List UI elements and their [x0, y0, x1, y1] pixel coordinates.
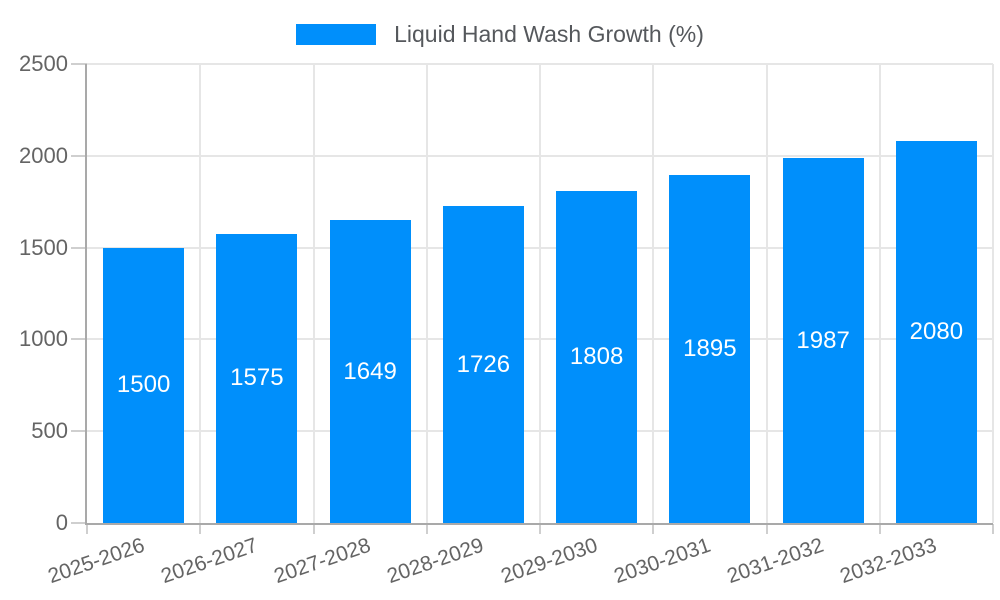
bar-2029-2030[interactable]: 1808: [556, 191, 638, 523]
bar-2027-2028[interactable]: 1649: [329, 220, 411, 523]
y-axis-tick-label: 1500: [19, 234, 68, 260]
y-axis-tick-label: 500: [31, 418, 68, 444]
bar-2025-2026[interactable]: 1500: [103, 247, 185, 523]
legend[interactable]: Liquid Hand Wash Growth (%): [0, 21, 1000, 48]
y-axis-tick-label: 2000: [19, 142, 68, 168]
v-gridline: [312, 64, 315, 523]
bar-2031-2032[interactable]: 1987: [782, 158, 864, 523]
x-axis-tick: [199, 524, 202, 534]
x-axis-tick: [652, 524, 655, 534]
bar-2030-2031[interactable]: 1895: [669, 175, 751, 523]
x-axis-tick: [992, 524, 994, 534]
y-axis-line: [85, 64, 87, 525]
bar-2026-2027[interactable]: 1575: [216, 233, 298, 523]
y-axis-tick: [71, 154, 87, 157]
x-axis-tick: [425, 524, 428, 534]
y-axis-tick: [71, 63, 87, 65]
legend-label: Liquid Hand Wash Growth (%): [394, 21, 704, 47]
v-gridline: [992, 64, 994, 523]
y-axis-tick: [71, 338, 87, 341]
bar-value-label: 1987: [796, 326, 850, 354]
x-axis-line: [85, 523, 993, 525]
bar-value-label: 1808: [569, 343, 624, 371]
bar-2032-2033[interactable]: 2080: [895, 141, 977, 523]
v-gridline: [199, 64, 202, 523]
x-axis-tick: [86, 524, 88, 534]
bar-value-label: 1649: [343, 357, 397, 385]
v-gridline: [765, 64, 768, 523]
y-axis-tick: [71, 522, 87, 524]
v-gridline: [425, 64, 428, 523]
legend-swatch: [296, 24, 377, 45]
x-axis-tick: [765, 524, 768, 534]
v-gridline: [539, 64, 541, 523]
bar-value-label: 1726: [456, 350, 511, 378]
y-axis-tick-label: 0: [55, 510, 68, 535]
x-axis-tick: [878, 524, 881, 534]
x-axis-tick: [312, 524, 315, 534]
v-gridline: [652, 64, 655, 523]
bar-value-label: 1895: [683, 335, 737, 363]
x-axis-tick: [539, 524, 541, 534]
y-axis-tick: [71, 430, 87, 433]
bar-value-label: 2080: [909, 318, 964, 346]
y-axis-tick-label: 2500: [19, 51, 68, 76]
bar-value-label: 1575: [230, 364, 284, 392]
bar-value-label: 1500: [116, 371, 171, 399]
bar-2028-2029[interactable]: 1726: [442, 206, 524, 523]
y-axis-tick: [71, 246, 87, 249]
v-gridline: [878, 64, 881, 523]
y-axis-tick-label: 1000: [19, 326, 68, 352]
